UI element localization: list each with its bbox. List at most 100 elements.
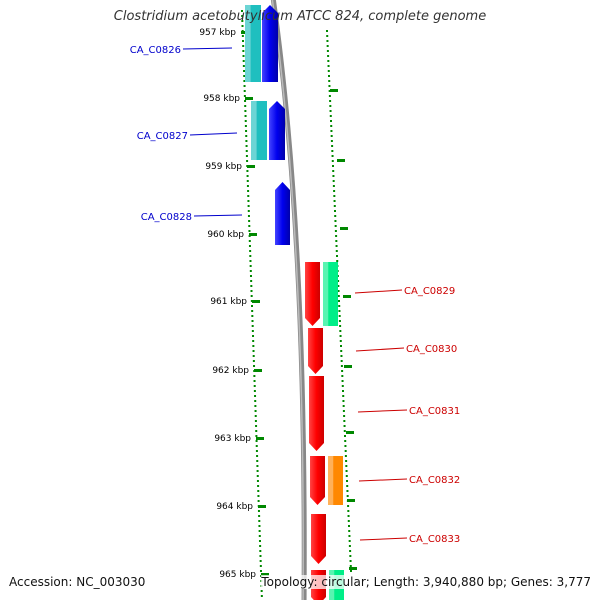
label-connector: [182, 47, 233, 50]
gene-label[interactable]: CA_C0826: [130, 45, 181, 56]
guide-dot: [241, 10, 243, 12]
gene-label[interactable]: CA_C0830: [406, 344, 457, 355]
guide-dot: [345, 460, 348, 462]
guide-dot: [245, 135, 248, 137]
guide-dot: [245, 140, 248, 142]
guide-dot: [331, 160, 334, 162]
guide-dot: [259, 560, 262, 562]
guide-dot: [329, 105, 332, 107]
tick-mark: [252, 300, 260, 303]
guide-dot: [255, 425, 258, 427]
guide-dot: [330, 130, 333, 132]
guide-dot: [337, 280, 340, 282]
guide-dot: [253, 385, 256, 387]
guide-dot: [241, 25, 244, 27]
guide-dot: [244, 100, 247, 102]
guide-dot: [347, 515, 350, 517]
guide-dot: [256, 475, 259, 477]
tick-label: 959 kbp: [205, 162, 242, 172]
guide-dot: [340, 365, 343, 367]
guide-dot: [242, 40, 245, 42]
gene-arrow: [310, 456, 325, 505]
guide-dot: [256, 470, 259, 472]
tick-label: 960 kbp: [207, 230, 244, 240]
tick-mark: [343, 295, 351, 298]
guide-dot: [259, 555, 262, 557]
guide-dot: [255, 440, 258, 442]
gene-label[interactable]: CA_C0829: [404, 286, 455, 297]
guide-dot: [249, 270, 252, 272]
cds-feature-shine: [245, 5, 251, 82]
guide-dot: [255, 445, 258, 447]
guide-dot: [349, 565, 352, 567]
guide-dot: [344, 435, 346, 437]
guide-dot: [257, 510, 260, 512]
guide-dot: [342, 405, 345, 407]
guide-dot: [334, 210, 336, 212]
guide-dot: [252, 350, 255, 352]
gene-arrow: [275, 182, 290, 245]
guide-dot: [249, 260, 252, 262]
guide-dot: [346, 485, 349, 487]
gene-arrow: [305, 262, 320, 326]
guide-dot: [248, 225, 251, 227]
guide-dot: [328, 85, 331, 87]
tick-mark: [245, 97, 253, 100]
guide-dot: [247, 215, 250, 217]
guide-dot: [340, 350, 343, 352]
guide-dot: [252, 355, 255, 357]
guide-dot: [248, 220, 251, 222]
tick-mark: [249, 233, 257, 236]
guide-dot: [245, 130, 248, 132]
guide-dot: [327, 60, 330, 62]
guide-dot: [258, 540, 261, 542]
tick-label: 961 kbp: [210, 297, 247, 307]
guide-dot: [259, 550, 262, 552]
guide-dot: [349, 550, 352, 552]
guide-dot: [247, 195, 250, 197]
gene-label[interactable]: CA_C0831: [409, 406, 460, 417]
guide-dot: [334, 215, 337, 217]
guide-dot: [337, 290, 340, 292]
guide-dot: [343, 415, 346, 417]
label-connector: [359, 537, 408, 541]
guide-dot: [247, 200, 250, 202]
guide-dot: [329, 110, 332, 112]
genome-backbone: [270, 0, 307, 600]
guide-dot: [340, 355, 343, 357]
guide-dot: [326, 40, 329, 42]
guide-dot: [249, 255, 252, 257]
guide-dot: [340, 360, 343, 362]
tick-mark: [254, 369, 262, 372]
genome-title: Clostridium acetobutylicum ATCC 824, com…: [113, 9, 487, 24]
cds-feature: [245, 5, 261, 82]
guide-dot: [332, 170, 335, 172]
guide-dot: [248, 245, 251, 247]
gene-arrow: [311, 514, 326, 564]
guide-dot: [337, 285, 340, 287]
guide-dot: [254, 395, 257, 397]
guide-dot: [250, 300, 253, 302]
guide-dot: [258, 515, 261, 517]
guide-dot: [342, 390, 344, 392]
guide-dot: [251, 325, 254, 327]
gene-arrow: [262, 5, 278, 82]
gene-label[interactable]: CA_C0827: [137, 131, 188, 142]
guide-dot: [243, 70, 246, 72]
guide-dot: [250, 295, 253, 297]
guide-dot: [245, 155, 248, 157]
guide-dot: [338, 305, 341, 307]
guide-dot: [334, 225, 337, 227]
guide-dot: [341, 385, 344, 387]
tick-label: 963 kbp: [214, 434, 251, 444]
gene-label[interactable]: CA_C0832: [409, 475, 460, 486]
guide-dot: [249, 250, 252, 252]
guide-dot: [347, 510, 350, 512]
tick-label: 957 kbp: [199, 28, 236, 38]
guide-dot: [338, 315, 341, 317]
cds-feature: [323, 262, 338, 326]
gene-label[interactable]: CA_C0828: [141, 212, 192, 223]
gene-label[interactable]: CA_C0833: [409, 534, 460, 545]
guide-dot: [250, 280, 253, 282]
